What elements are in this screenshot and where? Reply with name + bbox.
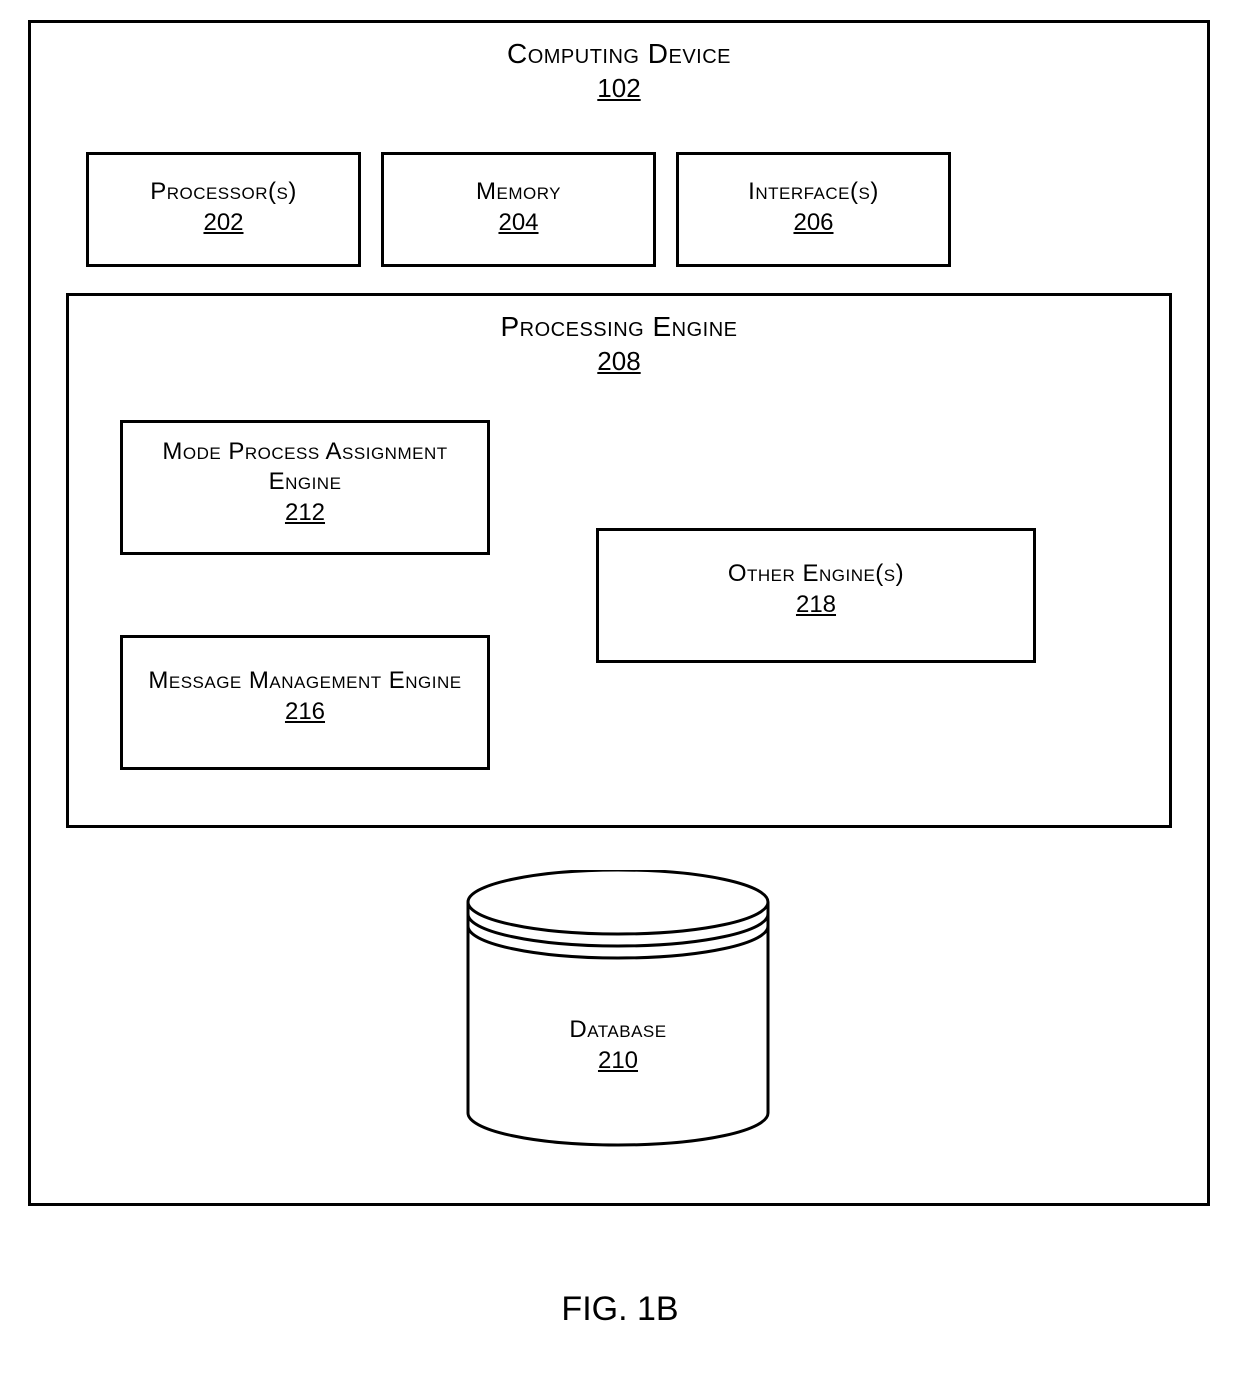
database-ref: 210 [463, 1047, 773, 1075]
other-engines-ref: 218 [599, 591, 1033, 619]
other-engines-box: Other Engine(s) 218 [596, 528, 1036, 663]
computing-device-label-group: Computing Device 102 [31, 37, 1207, 104]
other-engines-title: Other Engine(s) [599, 559, 1033, 589]
message-management-title: Message Management Engine [123, 666, 487, 696]
database-cylinder: Database 210 [463, 870, 773, 1160]
processors-label-group: Processor(s) 202 [89, 177, 358, 237]
memory-title: Memory [384, 177, 653, 207]
interfaces-title: Interface(s) [679, 177, 948, 207]
other-engines-label-group: Other Engine(s) 218 [599, 559, 1033, 619]
mode-process-assignment-title: Mode Process Assignment Engine [123, 437, 487, 497]
computing-device-title: Computing Device [31, 37, 1207, 71]
memory-ref: 204 [384, 209, 653, 237]
interfaces-box: Interface(s) 206 [676, 152, 951, 267]
processors-box: Processor(s) 202 [86, 152, 361, 267]
mode-process-assignment-engine-box: Mode Process Assignment Engine 212 [120, 420, 490, 555]
processing-engine-ref: 208 [69, 346, 1169, 377]
computing-device-ref: 102 [31, 73, 1207, 104]
processing-engine-label-group: Processing Engine 208 [69, 310, 1169, 377]
interfaces-label-group: Interface(s) 206 [679, 177, 948, 237]
mode-process-assignment-label-group: Mode Process Assignment Engine 212 [123, 437, 487, 527]
memory-label-group: Memory 204 [384, 177, 653, 237]
processors-ref: 202 [89, 209, 358, 237]
message-management-ref: 216 [123, 698, 487, 726]
message-management-label-group: Message Management Engine 216 [123, 666, 487, 726]
memory-box: Memory 204 [381, 152, 656, 267]
database-title: Database [463, 1015, 773, 1045]
database-label-group: Database 210 [463, 1015, 773, 1075]
processors-title: Processor(s) [89, 177, 358, 207]
message-management-engine-box: Message Management Engine 216 [120, 635, 490, 770]
interfaces-ref: 206 [679, 209, 948, 237]
processing-engine-title: Processing Engine [69, 310, 1169, 344]
mode-process-assignment-ref: 212 [123, 499, 487, 527]
figure-caption: FIG. 1B [0, 1290, 1240, 1329]
